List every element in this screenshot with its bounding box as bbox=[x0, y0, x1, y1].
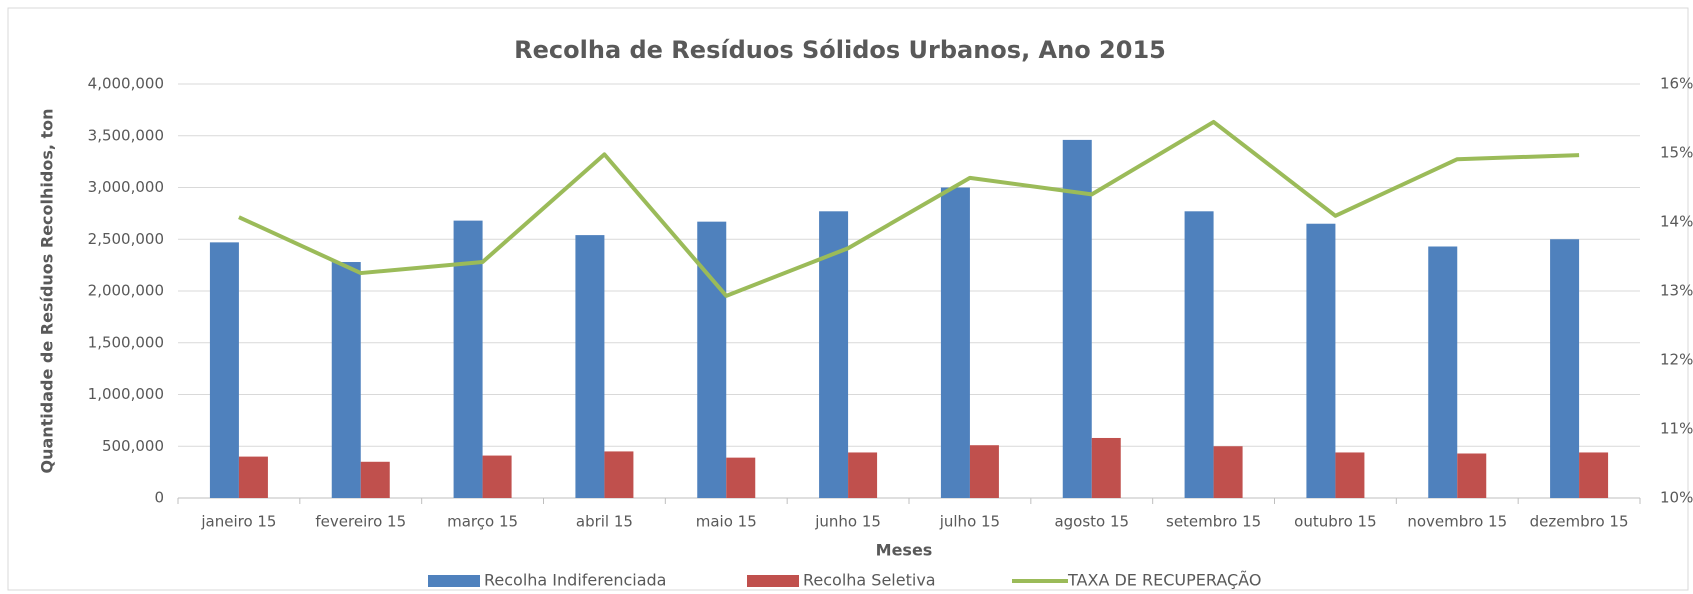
chart-border bbox=[7, 7, 1689, 591]
bar bbox=[1335, 452, 1365, 498]
x-tick-label: dezembro 15 bbox=[1530, 513, 1629, 531]
y-tick-label: 3,000,000 bbox=[88, 178, 164, 196]
legend-label: TAXA DE RECUPERAÇÃO bbox=[1067, 571, 1261, 590]
x-tick-label: agosto 15 bbox=[1054, 513, 1129, 531]
y2-tick-label: 14% bbox=[1660, 213, 1693, 231]
bar bbox=[453, 220, 483, 498]
bar bbox=[1213, 446, 1243, 498]
bar bbox=[575, 235, 605, 499]
bar bbox=[360, 461, 390, 498]
x-tick-label: novembro 15 bbox=[1407, 513, 1507, 531]
y2-tick-label: 12% bbox=[1660, 351, 1693, 369]
x-tick-label: abril 15 bbox=[576, 513, 633, 531]
y-tick-label: 0 bbox=[154, 489, 164, 507]
line bbox=[238, 119, 1580, 298]
x-tick-label: setembro 15 bbox=[1166, 513, 1261, 531]
x-tick-label: fevereiro 15 bbox=[315, 513, 406, 531]
bar bbox=[604, 451, 634, 498]
bar bbox=[848, 452, 878, 498]
bar bbox=[1428, 246, 1458, 498]
y2-tick-label: 11% bbox=[1660, 420, 1693, 438]
chart-title: Recolha de Resíduos Sólidos Urbanos, Ano… bbox=[514, 36, 1166, 64]
y-tick-label: 1,500,000 bbox=[88, 333, 164, 351]
y-tick-label: 3,500,000 bbox=[88, 126, 164, 144]
bar bbox=[969, 445, 999, 498]
x-axis-title: Meses bbox=[876, 541, 933, 560]
bar bbox=[209, 242, 239, 498]
x-tick-label: junho 15 bbox=[814, 513, 881, 531]
bar bbox=[1091, 437, 1121, 498]
bar bbox=[1184, 211, 1214, 498]
bar bbox=[1062, 139, 1092, 498]
y-tick-label: 4,000,000 bbox=[88, 75, 164, 93]
bar bbox=[697, 221, 727, 498]
bar bbox=[1550, 239, 1580, 498]
x-tick-label: outubro 15 bbox=[1294, 513, 1376, 531]
bar bbox=[1306, 223, 1336, 498]
y2-tick-label: 16% bbox=[1660, 75, 1693, 93]
x-tick-label: março 15 bbox=[447, 513, 518, 531]
x-tick-label: maio 15 bbox=[696, 513, 757, 531]
y-axis-title: Quantidade de Resíduos Recolhidos, ton bbox=[38, 108, 57, 473]
legend-swatch bbox=[428, 575, 480, 587]
bar bbox=[238, 456, 268, 498]
bar bbox=[1579, 452, 1609, 498]
y-tick-label: 1,000,000 bbox=[88, 385, 164, 403]
y2-tick-label: 13% bbox=[1660, 282, 1693, 300]
legend-label: Recolha Seletiva bbox=[803, 571, 936, 590]
bar bbox=[726, 457, 756, 498]
y2-tick-label: 10% bbox=[1660, 489, 1693, 507]
bar bbox=[482, 455, 512, 498]
x-tick-label: julho 15 bbox=[939, 513, 1000, 531]
y-tick-label: 500,000 bbox=[102, 437, 164, 455]
bar bbox=[1457, 453, 1487, 498]
legend-swatch bbox=[747, 575, 799, 587]
y-tick-label: 2,000,000 bbox=[88, 282, 164, 300]
y-tick-label: 2,500,000 bbox=[88, 230, 164, 248]
legend-label: Recolha Indiferenciada bbox=[484, 571, 666, 590]
y2-tick-label: 15% bbox=[1660, 144, 1693, 162]
bar bbox=[940, 187, 970, 498]
bar bbox=[331, 262, 361, 498]
x-tick-label: janeiro 15 bbox=[200, 513, 276, 531]
